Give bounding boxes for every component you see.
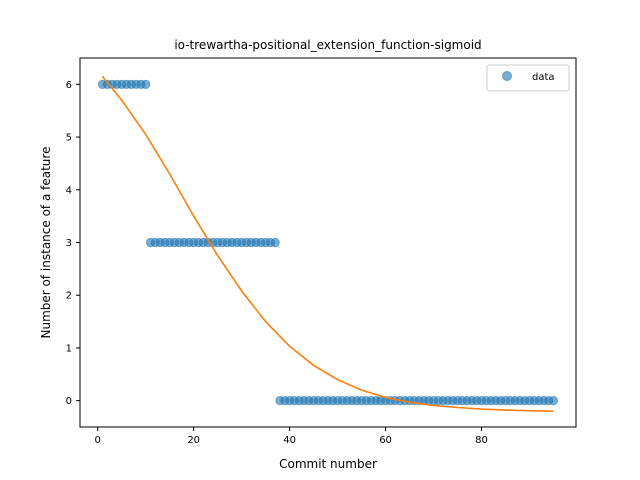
y-tick-label: 4 [66,185,72,196]
x-axis: 0 20 40 60 80 [95,427,488,446]
y-tick-label: 6 [66,80,72,91]
legend: data [486,64,570,92]
legend-marker-data [502,71,512,81]
x-tick-label: 20 [187,435,200,446]
data-point [141,79,151,89]
x-tick-label: 80 [475,435,488,446]
y-tick-label: 1 [66,343,72,354]
y-axis-label: Number of instance of a feature [39,147,53,339]
chart-title: io-trewartha-positional_extension_functi… [174,38,481,52]
plot-area [97,75,559,412]
x-tick-label: 60 [379,435,392,446]
legend-box [486,64,570,92]
sigmoid-fit-line [101,75,554,412]
y-tick-label: 5 [66,133,72,144]
data-point [270,237,280,248]
y-tick-label: 3 [66,238,72,249]
y-tick-label: 2 [66,291,72,302]
y-axis: 0 1 2 3 4 5 6 [66,80,80,407]
y-tick-label: 0 [66,396,72,407]
legend-label-data: data [532,72,555,83]
x-tick-label: 0 [95,435,101,446]
x-axis-label: Commit number [279,457,377,471]
x-tick-label: 40 [283,435,296,446]
data-point [548,396,559,406]
